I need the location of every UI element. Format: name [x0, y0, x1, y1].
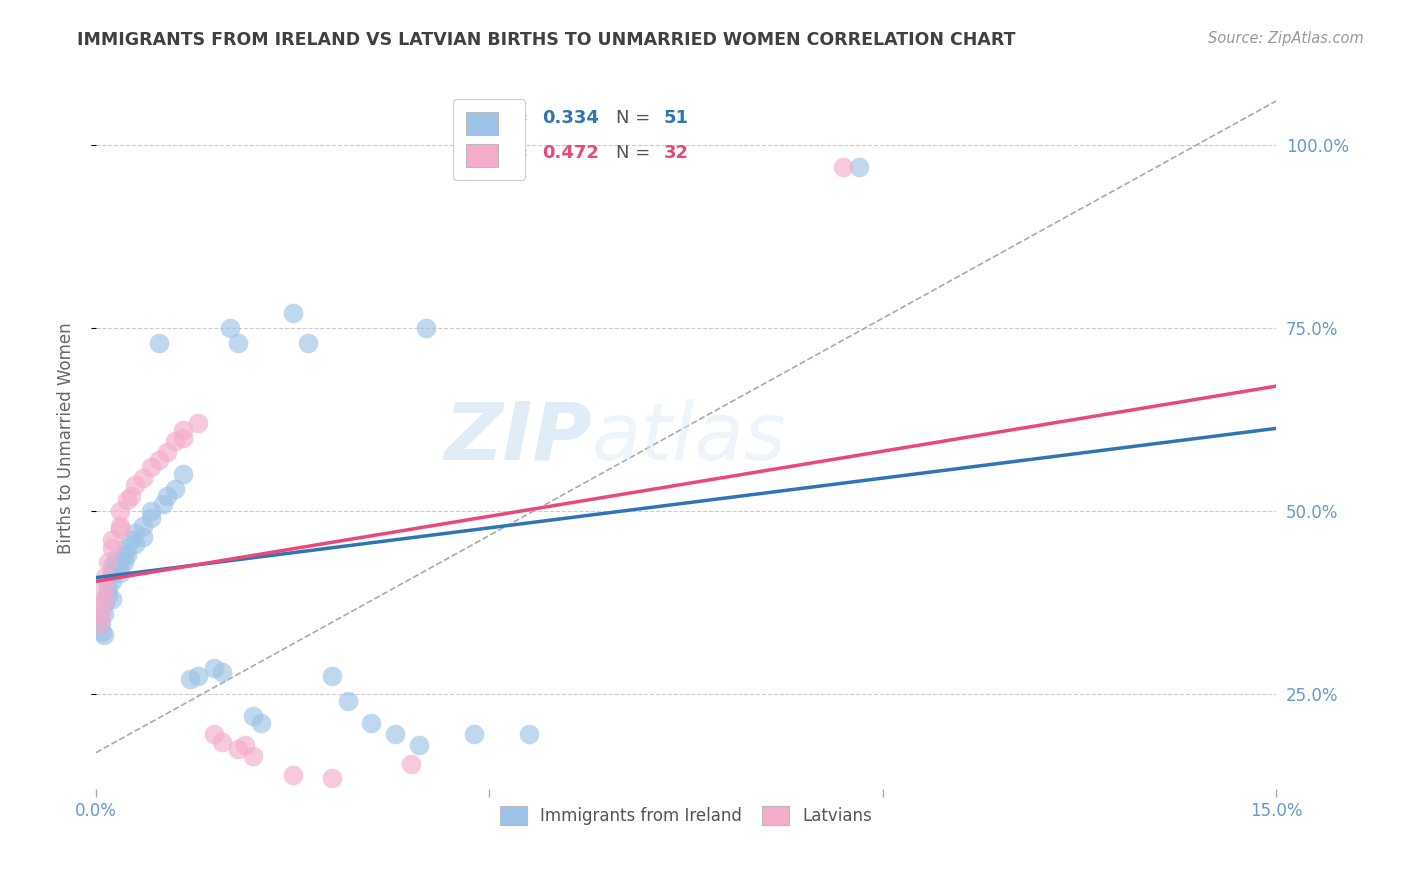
- Point: [93, 591, 115, 606]
- Point: [104, 563, 127, 577]
- Point: [187, 416, 209, 430]
- Point: [94, 595, 117, 609]
- Point: [384, 727, 406, 741]
- Point: [336, 694, 359, 708]
- Point: [226, 335, 249, 350]
- Point: [100, 533, 122, 548]
- Point: [93, 607, 115, 621]
- Point: [321, 771, 343, 785]
- Point: [202, 661, 225, 675]
- Point: [112, 548, 135, 562]
- Point: [100, 566, 122, 581]
- Point: [93, 581, 115, 595]
- Point: [100, 574, 122, 588]
- Point: [399, 756, 422, 771]
- Point: [139, 504, 162, 518]
- Point: [360, 716, 382, 731]
- Point: [112, 555, 135, 569]
- Point: [86, 595, 108, 609]
- Point: [172, 431, 194, 445]
- Point: [117, 548, 139, 562]
- Point: [297, 335, 319, 350]
- Point: [100, 558, 122, 573]
- Text: Source: ZipAtlas.com: Source: ZipAtlas.com: [1208, 31, 1364, 46]
- Point: [89, 610, 111, 624]
- Point: [211, 665, 233, 679]
- Point: [108, 555, 131, 569]
- Text: 0.334: 0.334: [543, 109, 599, 127]
- Point: [187, 669, 209, 683]
- Point: [163, 482, 186, 496]
- Point: [120, 533, 142, 548]
- Point: [132, 471, 155, 485]
- Point: [517, 727, 540, 741]
- Point: [97, 555, 120, 569]
- Text: ZIP: ZIP: [444, 399, 592, 477]
- Point: [152, 497, 174, 511]
- Point: [848, 160, 870, 174]
- Point: [97, 581, 120, 595]
- Point: [163, 434, 186, 449]
- Text: atlas: atlas: [592, 399, 786, 477]
- Y-axis label: Births to Unmarried Women: Births to Unmarried Women: [58, 322, 75, 554]
- Point: [132, 518, 155, 533]
- Point: [148, 452, 170, 467]
- Point: [281, 767, 304, 781]
- Point: [89, 617, 111, 632]
- Point: [235, 739, 257, 753]
- Text: N =: N =: [616, 109, 657, 127]
- Point: [124, 537, 146, 551]
- Point: [156, 445, 179, 459]
- Text: N =: N =: [616, 145, 657, 162]
- Point: [202, 727, 225, 741]
- Point: [832, 160, 855, 174]
- Point: [321, 669, 343, 683]
- Text: 0.472: 0.472: [543, 145, 599, 162]
- Text: R =: R =: [495, 109, 534, 127]
- Text: 51: 51: [664, 109, 689, 127]
- Point: [124, 525, 146, 540]
- Point: [108, 566, 131, 581]
- Point: [108, 522, 131, 536]
- Point: [242, 749, 264, 764]
- Text: IMMIGRANTS FROM IRELAND VS LATVIAN BIRTHS TO UNMARRIED WOMEN CORRELATION CHART: IMMIGRANTS FROM IRELAND VS LATVIAN BIRTH…: [77, 31, 1015, 49]
- Point: [94, 570, 117, 584]
- Point: [226, 742, 249, 756]
- Text: 32: 32: [664, 145, 689, 162]
- Point: [139, 511, 162, 525]
- Point: [90, 607, 112, 621]
- Point: [117, 493, 139, 508]
- Point: [97, 588, 120, 602]
- Point: [120, 489, 142, 503]
- Point: [100, 541, 122, 555]
- Point: [408, 739, 430, 753]
- Point: [415, 321, 437, 335]
- Point: [139, 460, 162, 475]
- Point: [117, 541, 139, 555]
- Point: [463, 727, 485, 741]
- Point: [100, 591, 122, 606]
- Point: [211, 734, 233, 748]
- Point: [218, 321, 240, 335]
- Point: [250, 716, 273, 731]
- Point: [172, 424, 194, 438]
- Point: [90, 617, 112, 632]
- Point: [148, 335, 170, 350]
- Point: [172, 467, 194, 482]
- Point: [93, 628, 115, 642]
- Point: [179, 673, 201, 687]
- Point: [104, 551, 127, 566]
- Point: [156, 489, 179, 503]
- Text: R =: R =: [495, 145, 534, 162]
- Point: [124, 478, 146, 492]
- Point: [108, 504, 131, 518]
- Point: [281, 306, 304, 320]
- Point: [108, 518, 131, 533]
- Legend: Immigrants from Ireland, Latvians: Immigrants from Ireland, Latvians: [492, 797, 880, 834]
- Point: [242, 709, 264, 723]
- Point: [91, 624, 114, 639]
- Point: [132, 530, 155, 544]
